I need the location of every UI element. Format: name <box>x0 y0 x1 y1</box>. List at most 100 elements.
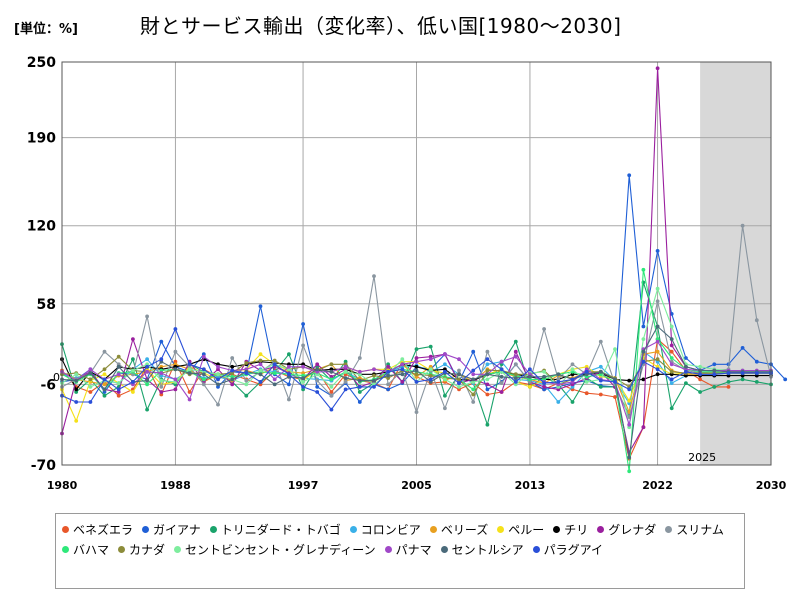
data-point <box>145 378 150 383</box>
data-point <box>712 368 717 373</box>
data-point <box>471 377 476 382</box>
x-tick-label: 1997 <box>288 479 319 492</box>
data-point <box>457 368 461 373</box>
data-point <box>145 357 150 362</box>
data-point <box>329 362 334 367</box>
data-point <box>357 378 362 383</box>
legend-marker-icon <box>384 545 392 553</box>
data-point <box>159 385 164 389</box>
data-point <box>627 469 632 474</box>
data-point <box>669 349 674 354</box>
data-point <box>457 381 461 385</box>
data-point <box>471 387 476 392</box>
data-point <box>88 385 93 389</box>
data-point <box>400 380 405 384</box>
data-point <box>414 372 419 377</box>
data-point <box>684 356 688 360</box>
data-point <box>102 372 107 377</box>
legend-marker-icon <box>142 525 150 533</box>
data-point <box>287 397 291 402</box>
data-point <box>641 359 646 364</box>
data-point <box>471 372 476 377</box>
legend-item: パラグアイ <box>532 539 603 559</box>
data-point <box>88 400 93 404</box>
data-point <box>428 357 433 362</box>
data-point <box>457 372 461 377</box>
data-point <box>74 378 79 383</box>
data-point <box>301 385 305 389</box>
y-tick-label: -70 <box>31 458 57 474</box>
data-point <box>357 385 362 389</box>
data-point <box>386 387 390 392</box>
data-point <box>613 395 617 399</box>
data-point <box>669 377 674 382</box>
data-point <box>655 286 660 291</box>
data-point <box>386 369 390 374</box>
y-tick-label: 190 <box>27 131 56 147</box>
data-point <box>187 371 192 375</box>
data-point <box>598 339 603 344</box>
legend-label: バハマ <box>73 542 110 557</box>
data-point <box>570 362 575 367</box>
data-point <box>372 378 376 383</box>
line-chart: 2025 -70 -6 58 120 190 250 1980 1988 1997 2005 201… <box>27 55 788 492</box>
legend-label: チリ <box>564 522 589 537</box>
data-point <box>414 368 419 373</box>
data-point <box>102 393 107 398</box>
data-point <box>641 349 646 354</box>
data-point <box>400 357 405 362</box>
data-point <box>145 364 150 369</box>
forecast-shade <box>700 62 771 465</box>
data-point <box>669 381 674 385</box>
data-point <box>485 387 490 392</box>
data-point <box>187 367 192 372</box>
data-point <box>740 346 745 350</box>
data-point <box>542 381 546 385</box>
data-point <box>159 357 164 362</box>
data-point <box>471 368 476 373</box>
data-point <box>669 343 674 348</box>
x-tick-label: 1988 <box>160 479 191 492</box>
legend-item: コロンビア <box>349 519 421 539</box>
data-point <box>173 359 178 364</box>
data-point <box>655 66 660 71</box>
data-point <box>542 369 546 374</box>
data-point <box>443 362 447 367</box>
data-point <box>159 378 164 383</box>
data-point <box>287 352 291 357</box>
data-point <box>343 359 348 364</box>
data-point <box>584 391 589 396</box>
data-point <box>74 419 79 423</box>
data-point <box>372 373 376 378</box>
data-point <box>584 369 589 374</box>
legend-label: セントルシア <box>451 542 524 557</box>
data-point <box>159 339 164 344</box>
data-point <box>102 349 107 354</box>
data-point <box>641 324 646 329</box>
data-point <box>400 362 405 367</box>
data-point <box>655 324 660 329</box>
data-point <box>726 385 731 389</box>
data-point <box>457 385 461 389</box>
data-point <box>613 380 617 384</box>
data-point <box>258 380 263 384</box>
data-point <box>244 371 249 375</box>
data-point <box>485 349 490 354</box>
data-point <box>627 455 632 460</box>
data-point <box>329 393 334 398</box>
data-point <box>428 373 433 378</box>
legend-item: ベリーズ <box>429 519 488 539</box>
data-point <box>457 377 461 382</box>
data-point <box>627 378 632 383</box>
data-point <box>655 357 660 362</box>
legend-label: グレナダ <box>608 522 657 537</box>
data-point <box>598 378 603 383</box>
data-point <box>357 390 362 394</box>
legend-label: コロンビア <box>360 522 421 537</box>
data-point <box>315 390 320 394</box>
data-point <box>116 393 121 398</box>
data-point <box>372 367 376 372</box>
data-point <box>754 359 759 364</box>
data-point <box>414 347 419 351</box>
data-point <box>272 362 277 367</box>
